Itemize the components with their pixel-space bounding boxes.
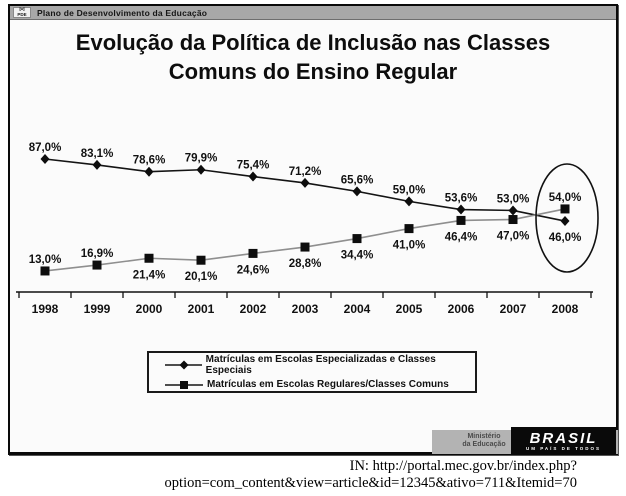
pde-logo-text: PDE [17,11,27,17]
x-tick-label: 2007 [500,302,527,316]
data-point-square [40,266,50,276]
data-point-diamond [196,164,206,175]
data-label: 65,6% [341,174,374,186]
brasil-logo-word: BRASIL [529,429,598,447]
data-label: 34,4% [341,250,374,262]
x-tick-label: 1999 [84,302,111,316]
data-label: 87,0% [29,142,62,154]
data-point-diamond [92,159,102,170]
data-label: 83,1% [81,148,114,160]
x-tick-label: 2001 [188,302,215,316]
inclusion-line-chart: 1998 1999 2000 2001 2002 2003 2004 2005 2006 2007… [16,142,599,316]
pde-header-bar: ⋈ PDE Plano de Desenvolvimento da Educaç… [10,6,616,20]
data-label: 53,0% [497,193,530,205]
data-label: 75,4% [237,160,270,172]
data-point-diamond [508,205,518,216]
data-point-square [456,215,466,225]
data-label: 46,0% [549,232,582,244]
x-tick-label: 2008 [552,302,579,316]
legend-label-regulares: Matrículas em Escolas Regulares/Classes … [207,379,449,390]
square-marker-icon [165,380,203,389]
x-tick-label: 2004 [344,302,371,316]
data-label: 21,4% [133,269,166,281]
x-tick-label: 2006 [448,302,475,316]
data-point-square [144,253,154,263]
data-label: 13,0% [29,254,62,266]
legend-label-especializadas: Matrículas em Escolas Especializadas e C… [205,354,436,376]
brasil-logo: BRASIL UM PAÍS DE TODOS [511,427,616,455]
data-label: 53,6% [445,193,478,205]
data-point-square [196,255,206,265]
data-label: 78,6% [133,155,166,167]
data-label: 46,4% [445,231,478,243]
data-point-diamond [352,186,362,197]
data-point-square [404,224,414,234]
page-title: Evolução da Política de Inclusão nas Cla… [10,28,616,86]
data-label: 28,8% [289,258,322,270]
source-caption-line2: option=com_content&view=article&id=12345… [164,475,577,491]
ministry-line2: da Educação [462,441,506,448]
data-label: 41,0% [393,240,426,252]
diamond-marker-icon [165,360,202,370]
data-point-square [92,260,102,270]
x-tick-label: 1998 [32,302,59,316]
data-point-diamond [560,216,570,227]
legend-item-regulares: Matrículas em Escolas Regulares/Classes … [165,379,475,390]
data-label: 16,9% [81,248,114,260]
pde-logo: ⋈ PDE [13,7,31,18]
data-label: 79,9% [185,153,218,165]
data-point-diamond [404,196,414,207]
data-point-diamond [248,171,258,182]
source-caption: IN: http://portal.mec.gov.br/index.php? … [165,458,577,492]
page-title-line1: Evolução da Política de Inclusão nas Cla… [75,30,551,55]
data-label: 59,0% [393,184,426,196]
pde-logo-icon: ⋈ [19,6,25,13]
data-point-square [508,215,518,225]
page-title-line2: Comuns do Ensino Regular [168,59,458,84]
header-bar-title: Plano de Desenvolvimento da Educação [37,7,208,18]
x-tick-label: 2000 [136,302,163,316]
data-point-square [352,234,362,244]
x-tick-label: 2003 [292,302,319,316]
slide: ⋈ PDE Plano de Desenvolvimento da Educaç… [8,4,618,455]
chart-legend: Matrículas em Escolas Especializadas e C… [147,351,477,393]
legend-item-especializadas: Matrículas em Escolas Especializadas e C… [165,354,475,376]
data-point-diamond [144,166,154,177]
data-point-diamond [40,154,50,164]
data-point-diamond [456,204,466,215]
brasil-logo-tagline: UM PAÍS DE TODOS [525,445,602,451]
data-label: 24,6% [237,264,270,276]
source-caption-line1: IN: http://portal.mec.gov.br/index.php? [349,458,577,474]
data-label: 47,0% [497,231,530,243]
x-tick-label: 2005 [396,302,423,316]
data-label: 20,1% [185,271,218,283]
data-point-square [560,204,570,214]
data-label: 71,2% [289,166,322,178]
data-label: 54,0% [549,192,582,204]
ministry-label: Ministério da Educação [457,433,511,449]
data-point-square [300,242,310,252]
data-point-square [248,248,258,258]
ministry-line1: Ministério [467,433,501,440]
highlight-ellipse [535,163,599,273]
data-point-diamond [300,177,310,188]
x-tick-label: 2002 [240,302,267,316]
